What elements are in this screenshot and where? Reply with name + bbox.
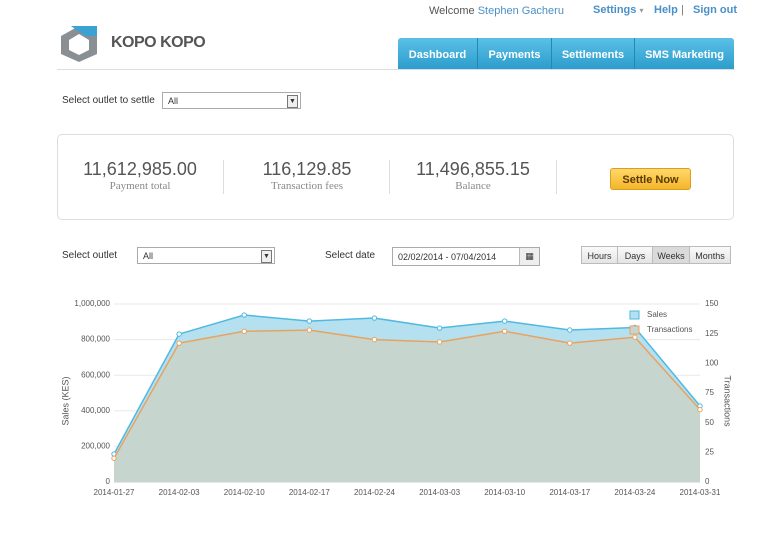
period-button[interactable]: Hours [581, 246, 618, 264]
x-tick-label: 2014-02-10 [224, 488, 265, 497]
stat-value: 11,496,855.15 [416, 159, 530, 179]
divider [556, 160, 557, 194]
point [501, 318, 508, 324]
brand: KOPO KOPO [111, 34, 206, 51]
select-arrow: ▼ [261, 250, 272, 263]
settle-outlet-label: Select outlet to settle [62, 95, 155, 106]
y2-axis-title: Transactions [723, 375, 733, 427]
outlet-select[interactable]: All ▼ [137, 247, 275, 264]
x-tick-label: 2014-03-10 [484, 488, 525, 497]
point [241, 328, 247, 334]
x-tick-label: 2014-02-24 [354, 488, 395, 497]
separator: | [681, 4, 684, 16]
legend-label: Transactions [647, 325, 693, 334]
stat-label: Transaction fees [271, 180, 343, 192]
point [111, 455, 117, 461]
date-input[interactable]: 02/02/2014 - 07/04/2014 ▦ [392, 247, 540, 266]
line [113, 329, 701, 459]
sign-out-link[interactable]: Sign out [693, 4, 737, 16]
x-tick-label: 2014-03-03 [419, 488, 460, 497]
x-tick-label: 2014-02-17 [289, 488, 330, 497]
user-name[interactable]: Stephen Gacheru [477, 5, 564, 17]
point [436, 339, 443, 345]
x-tick-label: 2014-03-31 [680, 488, 721, 497]
settings-text: Settings [593, 4, 637, 16]
y2-tick-label: 100 [705, 358, 719, 367]
date-label: Select date [325, 250, 376, 261]
point [371, 336, 378, 343]
point [436, 325, 443, 331]
tab[interactable]: SMS Marketing [635, 38, 734, 69]
y-tick-label: 600,000 [81, 370, 110, 379]
y-axis-title: Sales (KES) [60, 376, 70, 425]
header-rule [57, 69, 735, 70]
select-value: All [143, 251, 154, 261]
help-link[interactable]: Help [654, 4, 678, 16]
stat-value: 116,129.85 [262, 159, 352, 179]
y-tick-label: 0 [106, 477, 111, 486]
point [567, 327, 573, 333]
point [176, 331, 182, 337]
point [501, 328, 508, 334]
divider [389, 160, 390, 194]
settle-button[interactable]: Settle Now [610, 168, 691, 190]
point [176, 340, 182, 346]
point [306, 318, 313, 324]
point [697, 406, 703, 413]
point [306, 327, 313, 333]
x-tick-label: 2014-02-03 [159, 488, 200, 497]
x-tick-label: 2014-01-27 [94, 488, 135, 497]
settings-link[interactable]: Settings ▾ [593, 4, 643, 16]
y2-tick-label: 150 [705, 299, 719, 308]
tab[interactable]: Payments [478, 38, 552, 69]
y2-tick-label: 25 [705, 447, 714, 456]
x-tick-label: 2014-03-24 [614, 488, 655, 497]
y2-tick-label: 75 [705, 388, 714, 397]
select-arrow: ▼ [287, 95, 298, 108]
outlet-label: Select outlet [62, 250, 118, 261]
point [567, 340, 573, 346]
y-tick-label: 400,000 [81, 406, 110, 415]
area [114, 330, 700, 482]
y2-tick-label: 50 [705, 418, 714, 427]
point [371, 315, 378, 321]
stat-value: 11,612,985.00 [83, 159, 197, 179]
legend-swatch [629, 310, 640, 320]
divider [223, 160, 224, 194]
select-value: All [168, 96, 179, 106]
legend-label: Sales [647, 310, 667, 319]
line [113, 314, 701, 455]
stat-label: Balance [455, 180, 491, 192]
settle-outlet-select[interactable]: All ▼ [162, 92, 301, 109]
stat-label: Payment total [109, 180, 171, 192]
point [241, 312, 247, 318]
point [632, 334, 638, 340]
welcome-text: Welcome [429, 5, 475, 17]
tab[interactable]: Settlements [552, 38, 635, 69]
date-value: 02/02/2014 - 07/04/2014 [398, 252, 497, 262]
logo[interactable] [57, 24, 101, 64]
period-button[interactable]: Weeks [652, 246, 690, 264]
x-tick-label: 2014-03-17 [549, 488, 590, 497]
y-tick-label: 200,000 [81, 442, 110, 451]
calendar-icon[interactable]: ▦ [519, 248, 539, 265]
chart: Sales (KES) Transactions 0 200,000 400,000… [60, 299, 733, 497]
stats-box [57, 134, 734, 220]
legend-swatch [629, 325, 640, 335]
tab[interactable]: Dashboard [398, 38, 478, 69]
y-tick-label: 800,000 [81, 335, 110, 344]
logo-accent [71, 26, 97, 36]
y2-tick-label: 0 [705, 477, 710, 486]
period-button[interactable]: Days [617, 246, 653, 264]
logo-inner [69, 34, 89, 55]
caret: ▾ [639, 6, 644, 15]
y2-tick-label: 125 [705, 329, 719, 338]
y-tick-label: 1,000,000 [74, 299, 110, 308]
period-button[interactable]: Months [689, 246, 731, 264]
welcome: Welcome Stephen Gacheru [429, 5, 564, 17]
